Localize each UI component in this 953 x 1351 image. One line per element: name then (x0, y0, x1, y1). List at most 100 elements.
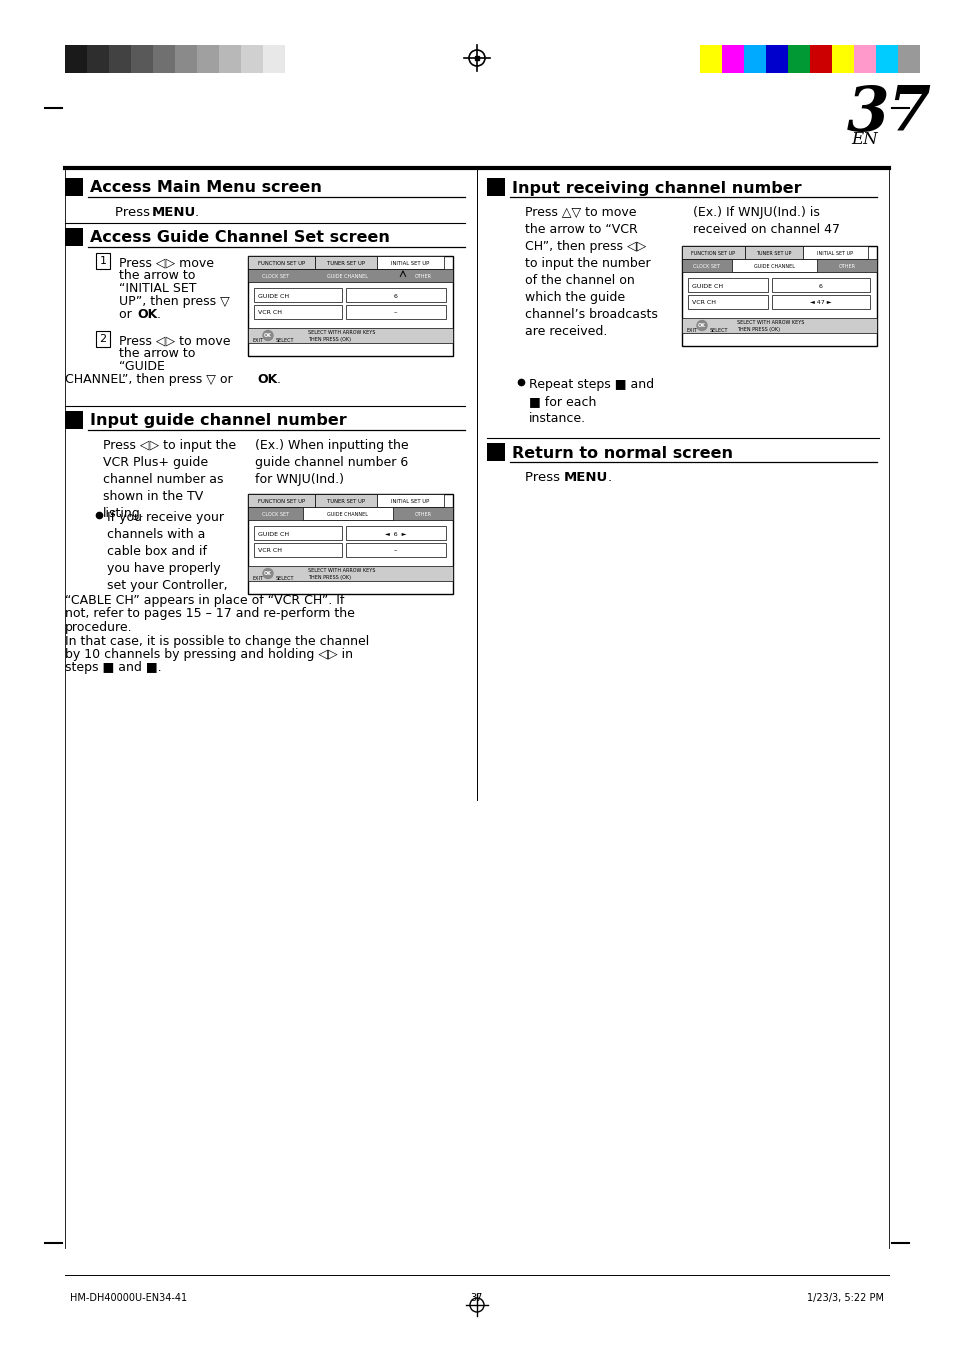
Text: 1/23/3, 5:22 PM: 1/23/3, 5:22 PM (806, 1293, 883, 1302)
Bar (376, 255, 443, 269)
Text: INITIAL SET UP: INITIAL SET UP (391, 261, 429, 266)
Bar (802, 246, 867, 259)
Bar (346, 305, 446, 319)
Text: Press ◁▷ to input the
VCR Plus+ guide
channel number as
shown in the TV
listing.: Press ◁▷ to input the VCR Plus+ guide ch… (103, 439, 236, 520)
Bar (174, 45, 196, 73)
Text: FUNCTION SET UP: FUNCTION SET UP (691, 251, 735, 255)
Bar (700, 45, 721, 73)
Text: GUIDE CHANNEL: GUIDE CHANNEL (327, 512, 368, 517)
Text: Input guide channel number: Input guide channel number (90, 413, 346, 428)
Text: “CABLE CH” appears in place of “VCR CH”. If: “CABLE CH” appears in place of “VCR CH”.… (65, 594, 344, 607)
Text: 6: 6 (819, 284, 822, 289)
Text: SELECT WITH ARROW KEYS
THEN PRESS (OK): SELECT WITH ARROW KEYS THEN PRESS (OK) (737, 320, 803, 331)
Text: --: -- (394, 549, 397, 554)
Text: Access Guide Channel Set screen: Access Guide Channel Set screen (90, 231, 390, 246)
Text: Repeat steps ■ and
■ for each
instance.: Repeat steps ■ and ■ for each instance. (529, 378, 654, 426)
Bar (248, 494, 314, 507)
Bar (109, 45, 131, 73)
Text: Press ◁▷ move: Press ◁▷ move (119, 255, 213, 269)
Text: UP”, then press ▽: UP”, then press ▽ (119, 295, 230, 308)
Bar (486, 443, 504, 461)
Text: SELECT: SELECT (275, 338, 294, 343)
Bar (787, 45, 809, 73)
Bar (248, 507, 453, 520)
Bar (376, 494, 443, 507)
Text: CLOCK SET: CLOCK SET (262, 512, 289, 517)
Bar (681, 259, 876, 272)
Text: EXIT: EXIT (253, 576, 264, 581)
Bar (219, 45, 241, 73)
Text: CLOCK SET: CLOCK SET (262, 274, 289, 280)
Text: SELECT WITH ARROW KEYS
THEN PRESS (OK): SELECT WITH ARROW KEYS THEN PRESS (OK) (308, 331, 375, 342)
Bar (346, 288, 446, 303)
Text: 6: 6 (394, 293, 397, 299)
Text: VCR CH: VCR CH (257, 311, 282, 316)
Bar (687, 295, 767, 309)
Bar (346, 526, 446, 540)
Text: Return to normal screen: Return to normal screen (512, 446, 732, 461)
Text: Press: Press (115, 205, 154, 219)
Text: GUIDE CHANNEL: GUIDE CHANNEL (753, 263, 794, 269)
Text: GUIDE CH: GUIDE CH (691, 284, 722, 289)
Text: CLOCK SET: CLOCK SET (693, 263, 720, 269)
Text: OK: OK (698, 323, 705, 328)
Text: EN: EN (850, 131, 877, 149)
Bar (253, 526, 341, 540)
Bar (285, 45, 307, 73)
Bar (152, 45, 174, 73)
Text: If you receive your
channels with a
cable box and if
you have properly
set your : If you receive your channels with a cabl… (107, 511, 228, 592)
Text: Access Main Menu screen: Access Main Menu screen (90, 181, 321, 196)
Text: CHANNEL”, then press ▽ or: CHANNEL”, then press ▽ or (65, 373, 236, 386)
Bar (65, 45, 87, 73)
Text: the arrow to: the arrow to (119, 269, 195, 282)
Bar (87, 45, 109, 73)
Text: GUIDE CH: GUIDE CH (257, 531, 289, 536)
Text: .: . (157, 308, 161, 322)
Bar (744, 246, 802, 259)
Bar (681, 246, 744, 259)
Text: Press: Press (524, 471, 563, 484)
Text: Press △▽ to move
the arrow to “VCR
CH”, then press ◁▷
to input the number
of the: Press △▽ to move the arrow to “VCR CH”, … (524, 205, 658, 338)
Text: In that case, it is possible to change the channel: In that case, it is possible to change t… (65, 635, 369, 647)
Bar (486, 178, 504, 196)
Bar (248, 255, 453, 357)
Bar (771, 278, 869, 292)
Bar (253, 288, 341, 303)
Bar (241, 45, 263, 73)
Bar (65, 228, 83, 246)
Bar (196, 45, 219, 73)
Text: 1: 1 (99, 255, 107, 266)
Text: MENU: MENU (563, 471, 608, 484)
Text: Press ◁▷ to move: Press ◁▷ to move (119, 334, 231, 347)
Bar (831, 45, 853, 73)
Text: ◄ 47 ►: ◄ 47 ► (809, 300, 831, 305)
Text: INITIAL SET UP: INITIAL SET UP (391, 499, 429, 504)
Bar (253, 543, 341, 557)
Text: ◄  6  ►: ◄ 6 ► (385, 531, 406, 536)
Text: FUNCTION SET UP: FUNCTION SET UP (257, 499, 305, 504)
Bar (809, 45, 831, 73)
Bar (681, 246, 876, 346)
Text: SELECT WITH ARROW KEYS
THEN PRESS (OK): SELECT WITH ARROW KEYS THEN PRESS (OK) (308, 569, 375, 580)
Bar (721, 45, 743, 73)
Bar (314, 255, 376, 269)
Text: --: -- (394, 311, 397, 316)
Bar (65, 178, 83, 196)
Bar (687, 278, 767, 292)
Circle shape (263, 569, 273, 578)
Bar (65, 411, 83, 430)
Text: EXIT: EXIT (686, 327, 698, 332)
Text: “GUIDE: “GUIDE (119, 359, 165, 373)
Text: 37: 37 (471, 1293, 482, 1302)
Text: 2: 2 (99, 334, 107, 345)
Bar (131, 45, 152, 73)
Text: TUNER SET UP: TUNER SET UP (756, 251, 791, 255)
Bar (875, 45, 897, 73)
Text: (Ex.) If WNJU(Ind.) is
received on channel 47: (Ex.) If WNJU(Ind.) is received on chann… (692, 205, 840, 236)
Bar (248, 328, 453, 343)
Text: HM-DH40000U-EN34-41: HM-DH40000U-EN34-41 (70, 1293, 187, 1302)
Bar (248, 255, 314, 269)
Text: procedure.: procedure. (65, 621, 132, 634)
Text: INITIAL SET UP: INITIAL SET UP (817, 251, 853, 255)
Text: EXIT: EXIT (253, 338, 264, 343)
